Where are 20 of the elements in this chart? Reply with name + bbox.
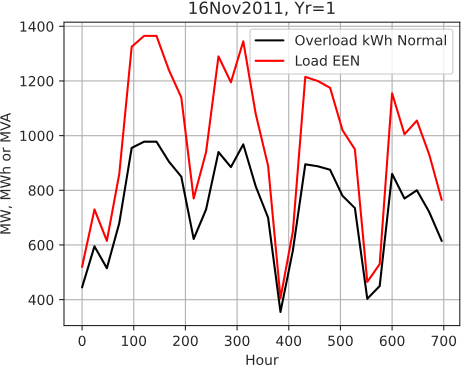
x-tick-label: 0 — [78, 336, 86, 346]
x-tick-label: 700 — [432, 336, 456, 346]
chart-title: 16Nov2011, Yr=1 — [190, 1, 335, 16]
x-tick-label: 200 — [173, 336, 198, 346]
x-tick-label: 600 — [380, 336, 404, 346]
x-tick-label: 300 — [224, 336, 250, 346]
y-tick-label: 400 — [28, 294, 54, 306]
x-tick-label: 400 — [276, 336, 302, 346]
line-series — [81, 140, 443, 313]
y-tick-label: 600 — [28, 240, 54, 250]
y-tick-label: 1400 — [20, 21, 54, 32]
x-tick-label: 100 — [122, 336, 146, 346]
x-axis-title: Hour — [246, 354, 279, 366]
legend-label: Load EEN — [296, 55, 359, 66]
y-tick-label: 1000 — [20, 130, 54, 142]
y-tick-label: 800 — [28, 185, 54, 196]
y-axis-title: MW, MWh or MVA — [0, 112, 12, 234]
x-tick-label: 500 — [328, 336, 353, 346]
legend-label: Overload kWh Normal — [295, 34, 446, 46]
y-tick-label: 1200 — [20, 76, 54, 86]
